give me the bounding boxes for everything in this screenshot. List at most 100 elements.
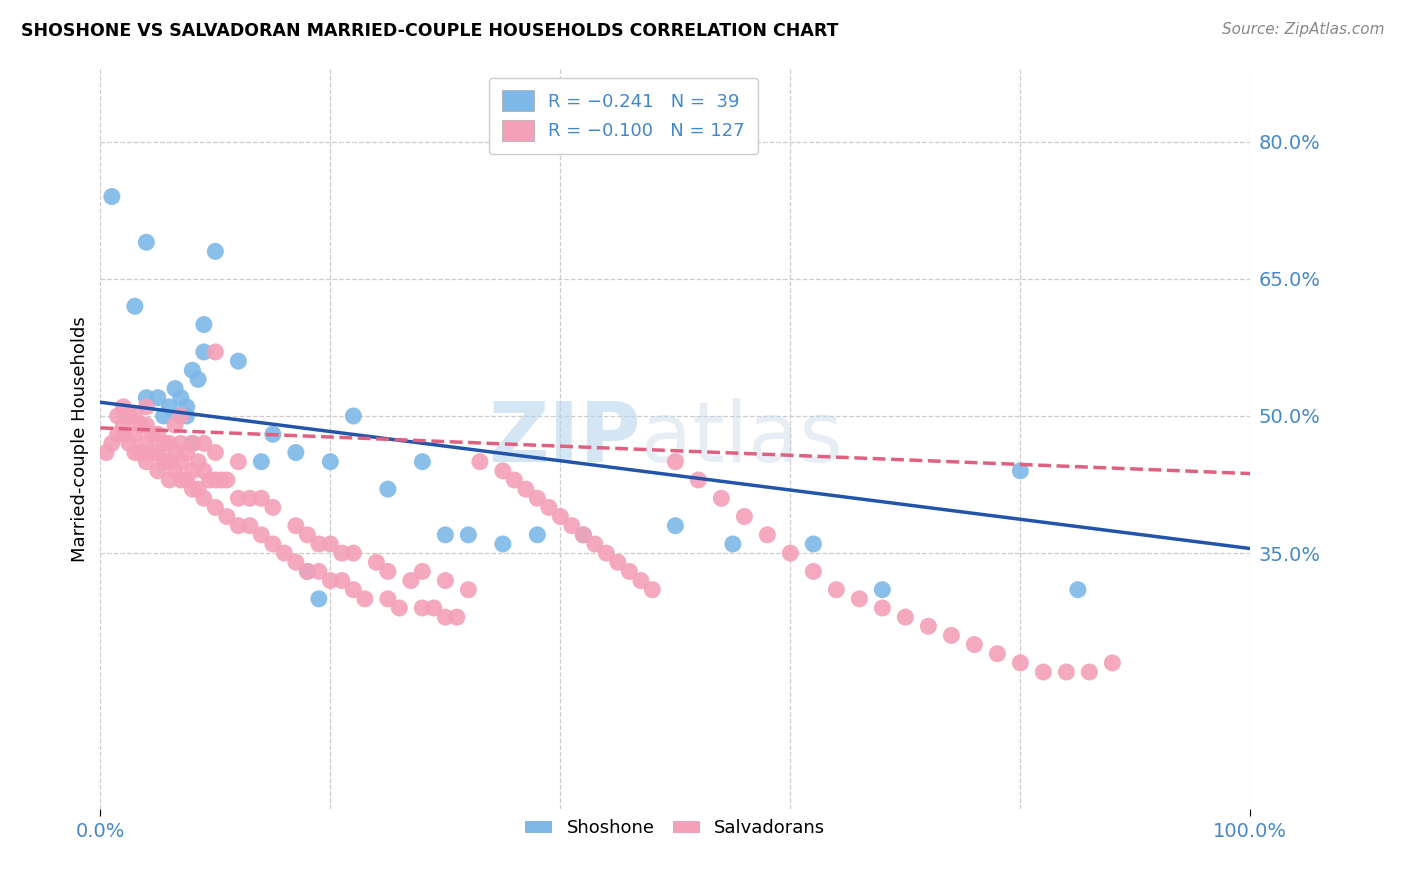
- Point: [204, 445, 226, 459]
- Point: [1032, 665, 1054, 679]
- Point: [606, 555, 628, 569]
- Point: [572, 528, 595, 542]
- Point: [176, 400, 198, 414]
- Point: [366, 555, 388, 569]
- Point: [377, 565, 399, 579]
- Text: ZIP: ZIP: [488, 399, 641, 479]
- Point: [250, 455, 273, 469]
- Point: [342, 409, 364, 423]
- Point: [170, 409, 193, 423]
- Point: [101, 189, 124, 203]
- Point: [688, 473, 710, 487]
- Point: [411, 565, 433, 579]
- Point: [319, 574, 342, 588]
- Point: [515, 482, 537, 496]
- Point: [181, 436, 204, 450]
- Point: [492, 464, 515, 478]
- Point: [1078, 665, 1101, 679]
- Point: [583, 537, 606, 551]
- Point: [330, 574, 353, 588]
- Point: [641, 582, 664, 597]
- Point: [187, 482, 209, 496]
- Point: [228, 354, 250, 368]
- Point: [297, 565, 319, 579]
- Point: [170, 409, 193, 423]
- Point: [198, 473, 221, 487]
- Point: [157, 455, 180, 469]
- Point: [135, 400, 157, 414]
- Point: [297, 528, 319, 542]
- Point: [94, 445, 117, 459]
- Point: [209, 473, 232, 487]
- Point: [319, 537, 342, 551]
- Point: [492, 537, 515, 551]
- Point: [124, 427, 146, 442]
- Point: [319, 455, 342, 469]
- Point: [135, 235, 157, 250]
- Point: [165, 382, 187, 396]
- Point: [457, 582, 479, 597]
- Point: [170, 391, 193, 405]
- Point: [284, 445, 307, 459]
- Point: [124, 445, 146, 459]
- Point: [187, 455, 209, 469]
- Point: [112, 418, 135, 433]
- Point: [170, 436, 193, 450]
- Point: [434, 574, 457, 588]
- Point: [262, 500, 284, 515]
- Point: [779, 546, 801, 560]
- Point: [457, 528, 479, 542]
- Point: [941, 628, 963, 642]
- Point: [193, 345, 215, 359]
- Point: [342, 546, 364, 560]
- Point: [399, 574, 422, 588]
- Point: [848, 591, 870, 606]
- Text: Source: ZipAtlas.com: Source: ZipAtlas.com: [1222, 22, 1385, 37]
- Point: [664, 518, 686, 533]
- Legend: Shoshone, Salvadorans: Shoshone, Salvadorans: [517, 812, 832, 845]
- Point: [550, 509, 572, 524]
- Point: [118, 409, 141, 423]
- Point: [297, 565, 319, 579]
- Point: [124, 409, 146, 423]
- Text: SHOSHONE VS SALVADORAN MARRIED-COUPLE HOUSEHOLDS CORRELATION CHART: SHOSHONE VS SALVADORAN MARRIED-COUPLE HO…: [21, 22, 838, 40]
- Point: [411, 455, 433, 469]
- Point: [262, 537, 284, 551]
- Point: [228, 491, 250, 506]
- Point: [112, 427, 135, 442]
- Point: [107, 427, 129, 442]
- Point: [170, 473, 193, 487]
- Point: [176, 445, 198, 459]
- Point: [872, 601, 894, 615]
- Point: [165, 418, 187, 433]
- Point: [141, 427, 163, 442]
- Point: [250, 491, 273, 506]
- Point: [193, 436, 215, 450]
- Point: [756, 528, 779, 542]
- Point: [135, 455, 157, 469]
- Point: [284, 518, 307, 533]
- Point: [411, 601, 433, 615]
- Point: [262, 427, 284, 442]
- Point: [141, 445, 163, 459]
- Point: [129, 418, 152, 433]
- Point: [228, 518, 250, 533]
- Point: [801, 565, 824, 579]
- Point: [146, 391, 169, 405]
- Point: [107, 409, 129, 423]
- Point: [239, 491, 262, 506]
- Point: [377, 591, 399, 606]
- Point: [619, 565, 641, 579]
- Point: [330, 546, 353, 560]
- Point: [135, 418, 157, 433]
- Point: [342, 582, 364, 597]
- Point: [193, 491, 215, 506]
- Point: [250, 528, 273, 542]
- Point: [1010, 464, 1032, 478]
- Point: [537, 500, 560, 515]
- Point: [204, 345, 226, 359]
- Point: [986, 647, 1008, 661]
- Point: [165, 464, 187, 478]
- Point: [135, 391, 157, 405]
- Point: [377, 482, 399, 496]
